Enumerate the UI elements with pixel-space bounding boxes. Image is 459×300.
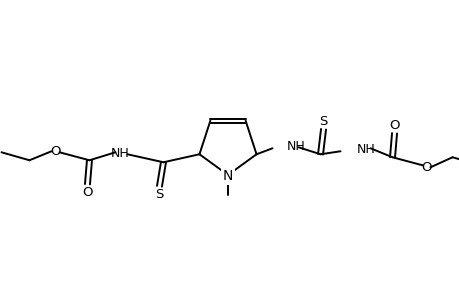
Text: O: O (82, 186, 93, 199)
Text: O: O (50, 145, 60, 158)
Text: O: O (388, 119, 399, 132)
Text: O: O (420, 161, 431, 174)
Text: NH: NH (356, 143, 375, 156)
Text: S: S (319, 115, 327, 128)
Text: S: S (155, 188, 163, 201)
Text: N: N (222, 169, 233, 183)
Text: NH: NH (111, 147, 129, 160)
Text: NH: NH (286, 140, 305, 153)
